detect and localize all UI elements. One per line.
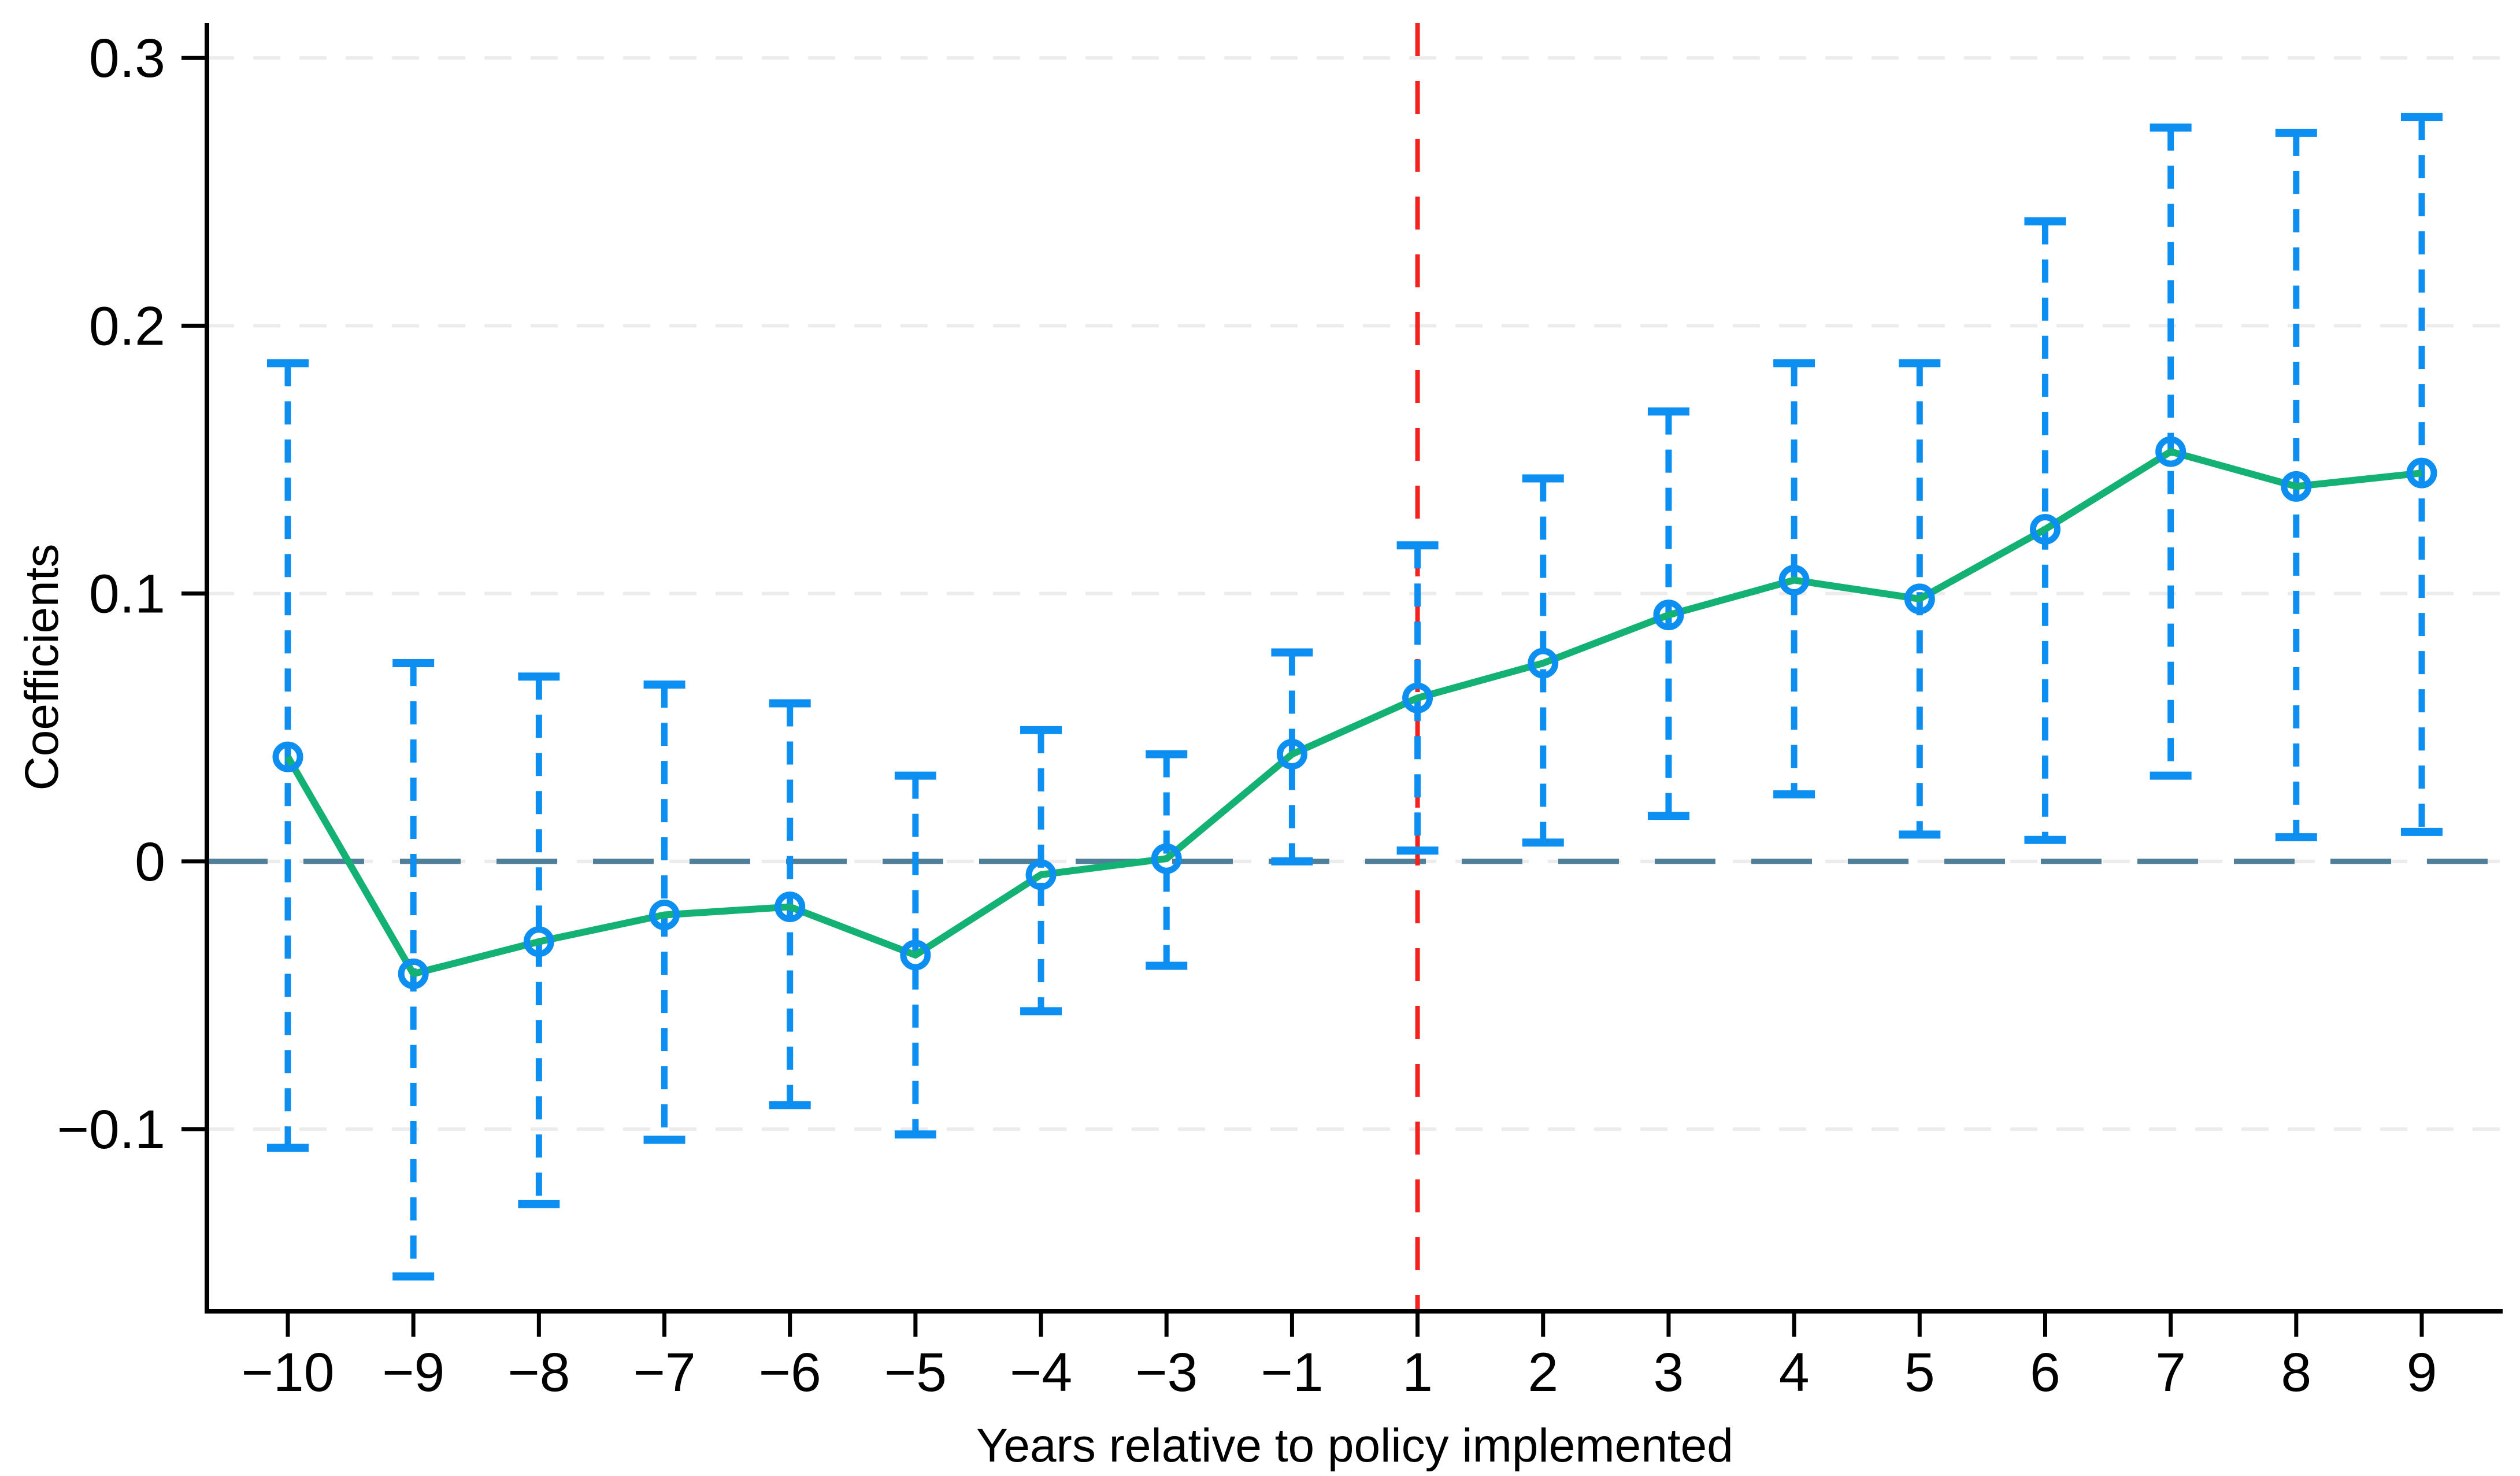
x-tick-label: −10 [241, 1342, 334, 1403]
x-tick-label: −7 [633, 1342, 695, 1403]
data-point-marker [2155, 436, 2187, 467]
data-point-marker [1778, 564, 1810, 595]
data-point-marker [900, 939, 931, 971]
data-point-marker [774, 891, 806, 923]
data-point-marker [649, 899, 680, 930]
y-tick-label: 0.3 [89, 28, 165, 89]
x-tick-label: 7 [2155, 1342, 2186, 1403]
data-point-marker [1402, 682, 1433, 713]
data-point-marker [2281, 471, 2312, 502]
data-point-marker [272, 741, 303, 772]
data-point-marker [2406, 457, 2437, 489]
data-point-marker [1904, 583, 1935, 615]
y-tick-label: 0.1 [89, 564, 165, 625]
data-point-marker [1025, 859, 1057, 890]
x-tick-label: −3 [1135, 1342, 1198, 1403]
x-tick-label: −1 [1261, 1342, 1323, 1403]
x-axis-title: Years relative to policy implemented [976, 1419, 1733, 1472]
y-tick-label: 0.2 [89, 295, 165, 357]
x-tick-label: 8 [2281, 1342, 2311, 1403]
y-tick-label: 0 [135, 831, 165, 893]
data-point-marker [1528, 648, 1559, 679]
data-point-marker [1653, 600, 1684, 631]
x-tick-label: 2 [1528, 1342, 1558, 1403]
data-point-marker [523, 926, 554, 957]
y-tick-label: −0.1 [57, 1099, 165, 1160]
coefficient-line [284, 448, 2422, 978]
x-tick-label: −4 [1010, 1342, 1072, 1403]
y-axis-title: Coefficients [16, 544, 68, 791]
plot-area: 0.3 0.2 0.1 0 −0.1 −10 −9 −8 −7 −6 −5 −4 −3 −1 1 2 3 4 5 6 7… [57, 23, 2503, 1403]
x-tick-label: 9 [2407, 1342, 2437, 1403]
data-point-marker [1276, 739, 1307, 770]
x-tick-label: 4 [1779, 1342, 1810, 1403]
x-tick-label: 3 [1654, 1342, 1684, 1403]
x-tick-label: 5 [1904, 1342, 1935, 1403]
x-tick-label: −6 [759, 1342, 821, 1403]
x-tick-label: −9 [382, 1342, 444, 1403]
data-point-marker [398, 958, 429, 989]
data-point-marker [1151, 843, 1182, 874]
x-tick-label: 1 [1402, 1342, 1433, 1403]
data-point-marker [2029, 513, 2061, 545]
x-tick-label: −5 [884, 1342, 947, 1403]
x-tick-label: −8 [507, 1342, 570, 1403]
x-tick-label: 6 [2030, 1342, 2061, 1403]
